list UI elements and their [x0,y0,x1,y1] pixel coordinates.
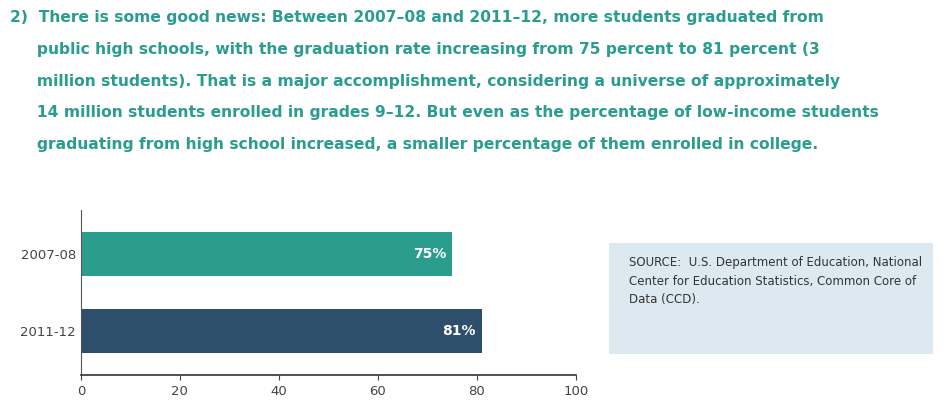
Text: public high schools, with the graduation rate increasing from 75 percent to 81 p: public high schools, with the graduation… [10,42,820,57]
Text: 2)  There is some good news: Between 2007–08 and 2011–12, more students graduate: 2) There is some good news: Between 2007… [10,10,823,25]
Bar [81,309,482,353]
Text: million students). That is a major accomplishment, considering a universe of app: million students). That is a major accom… [10,74,840,89]
Text: 14 million students enrolled in grades 9–12. But even as the percentage of low-i: 14 million students enrolled in grades 9… [10,105,879,120]
Text: 81%: 81% [443,324,476,338]
Text: graduating from high school increased, a smaller percentage of them enrolled in : graduating from high school increased, a… [10,137,818,152]
Text: SOURCE:  U.S. Department of Education, National
Center for Education Statistics,: SOURCE: U.S. Department of Education, Na… [628,256,922,307]
Text: 75%: 75% [413,247,446,261]
Bar [81,232,452,276]
